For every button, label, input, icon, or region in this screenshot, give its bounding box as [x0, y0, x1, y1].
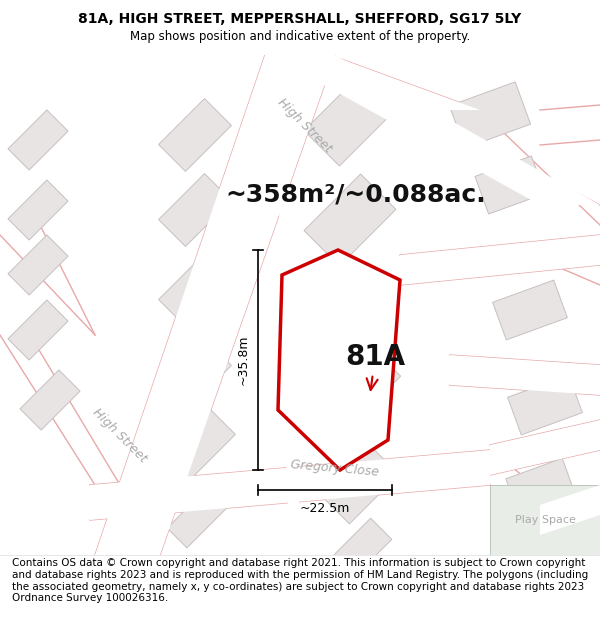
Polygon shape: [506, 458, 574, 512]
Polygon shape: [328, 518, 392, 582]
Text: ~35.8m: ~35.8m: [237, 335, 250, 385]
Text: 81A: 81A: [345, 343, 405, 390]
Polygon shape: [8, 110, 68, 170]
Polygon shape: [20, 370, 80, 430]
Polygon shape: [158, 254, 232, 326]
Polygon shape: [167, 482, 233, 548]
Polygon shape: [490, 420, 600, 475]
Polygon shape: [278, 250, 400, 470]
Polygon shape: [8, 180, 68, 240]
Text: 81A, HIGH STREET, MEPPERSHALL, SHEFFORD, SG17 5LY: 81A, HIGH STREET, MEPPERSHALL, SHEFFORD,…: [79, 12, 521, 26]
Polygon shape: [158, 339, 232, 411]
Text: Contains OS data © Crown copyright and database right 2021. This information is : Contains OS data © Crown copyright and d…: [12, 559, 588, 603]
Polygon shape: [8, 235, 68, 295]
Polygon shape: [90, 450, 490, 520]
Text: Play Space: Play Space: [515, 515, 575, 525]
Polygon shape: [490, 485, 600, 555]
Text: Map shows position and indicative extent of the property.: Map shows position and indicative extent…: [130, 30, 470, 43]
Polygon shape: [8, 300, 68, 360]
Polygon shape: [158, 174, 232, 246]
Polygon shape: [304, 74, 396, 166]
Polygon shape: [270, 55, 600, 205]
Text: ~358m²/~0.088ac.: ~358m²/~0.088ac.: [225, 183, 485, 207]
Polygon shape: [304, 174, 396, 266]
Polygon shape: [450, 355, 600, 395]
Polygon shape: [400, 235, 600, 285]
Polygon shape: [475, 156, 545, 214]
Text: ~22.5m: ~22.5m: [300, 502, 350, 515]
Polygon shape: [321, 446, 399, 524]
Polygon shape: [265, 55, 480, 110]
Polygon shape: [508, 375, 583, 435]
Polygon shape: [449, 82, 530, 148]
Text: Gregory Close: Gregory Close: [290, 458, 380, 478]
Polygon shape: [540, 485, 600, 535]
Text: High Street: High Street: [275, 96, 335, 154]
Polygon shape: [493, 280, 568, 340]
Text: High Street: High Street: [91, 406, 149, 464]
Polygon shape: [509, 528, 571, 572]
Polygon shape: [158, 99, 232, 171]
Polygon shape: [164, 409, 235, 481]
Polygon shape: [319, 344, 401, 426]
Polygon shape: [95, 55, 335, 555]
